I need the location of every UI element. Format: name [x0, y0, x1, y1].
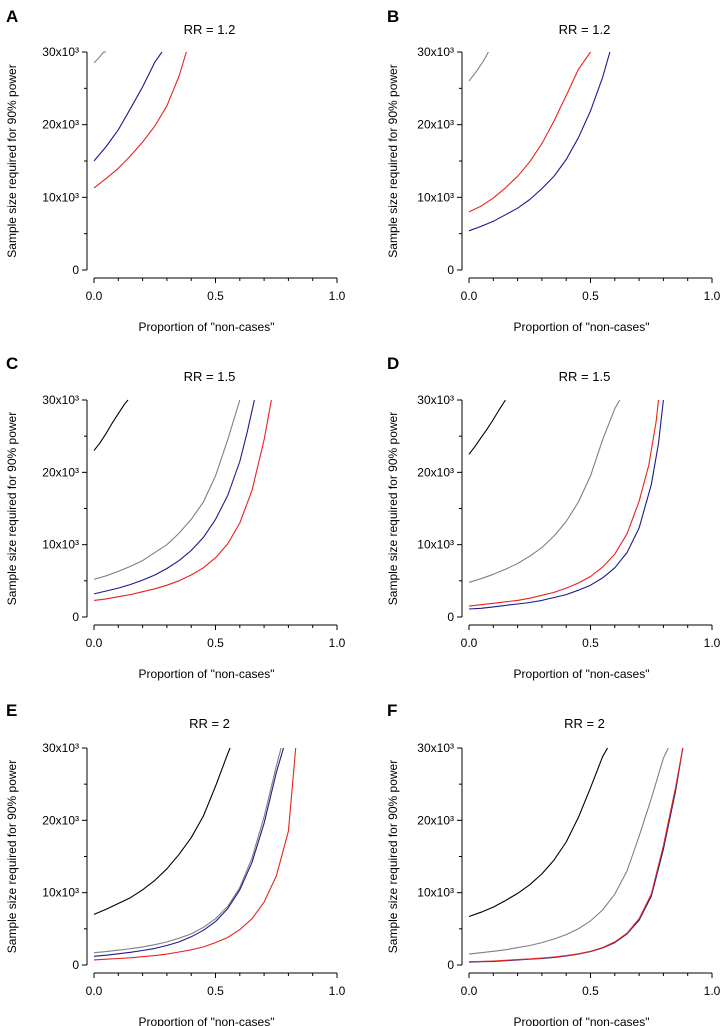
x-tick-label: 0.0 — [461, 984, 478, 998]
panel-title: RR = 1.5 — [559, 369, 611, 384]
series-line-black — [93, 399, 129, 451]
panel-letter: C — [6, 354, 18, 373]
series-line-black — [468, 747, 608, 918]
series-line-black — [468, 399, 506, 455]
panel-f: F RR = 2 0 10x10³ 20x10³ 30x10³ 0.0 0.5 1.0 Propo… — [386, 701, 721, 1026]
series-line-black — [93, 747, 231, 915]
series-line-blue — [468, 399, 664, 610]
x-tick-label: 0.5 — [207, 984, 224, 998]
panel-d: D RR = 1.5 0 10x10³ 20x10³ 30x10³ 0.0 0.5 1.0 Pro… — [386, 354, 721, 681]
x-tick-label: 0.5 — [207, 636, 224, 650]
series-line-grey — [93, 747, 282, 954]
series-line-grey — [93, 399, 241, 580]
x-axis-label: Proportion of "non-cases" — [514, 667, 650, 681]
y-tick-label: 0 — [447, 610, 454, 624]
y-tick-label: 10x10³ — [42, 886, 79, 900]
series-line-grey — [468, 747, 669, 955]
x-axis-label: Proportion of "non-cases" — [514, 320, 650, 334]
y-tick-label: 10x10³ — [417, 190, 454, 204]
panel-letter: B — [387, 7, 399, 26]
y-tick-label: 20x10³ — [42, 813, 79, 827]
y-tick-label: 0 — [72, 958, 79, 972]
series-line-red — [468, 51, 591, 213]
series-line-red — [468, 747, 684, 963]
series-line-red — [93, 399, 272, 601]
y-tick-label: 20x10³ — [417, 465, 454, 479]
y-tick-label: 0 — [72, 610, 79, 624]
panel-e: E RR = 2 0 10x10³ 20x10³ 30x10³ 0.0 0.5 1.0 Propo… — [5, 701, 346, 1026]
series-line-red — [93, 747, 297, 961]
series-line-blue — [468, 51, 611, 232]
panel-title: RR = 2 — [189, 716, 230, 731]
y-axis-label: Sample size required for 90% power — [386, 760, 400, 953]
x-tick-label: 1.0 — [704, 636, 721, 650]
y-tick-label: 0 — [447, 958, 454, 972]
x-tick-label: 0.0 — [86, 289, 103, 303]
y-tick-label: 30x10³ — [417, 393, 454, 407]
x-tick-label: 0.0 — [461, 636, 478, 650]
x-axis-label: Proportion of "non-cases" — [139, 667, 275, 681]
y-tick-label: 0 — [447, 263, 454, 277]
x-tick-label: 1.0 — [329, 984, 346, 998]
x-tick-label: 1.0 — [329, 636, 346, 650]
x-tick-label: 0.5 — [582, 984, 599, 998]
x-tick-label: 0.0 — [461, 289, 478, 303]
x-tick-label: 0.5 — [582, 636, 599, 650]
x-axis-label: Proportion of "non-cases" — [514, 1015, 650, 1026]
series-line-red — [468, 399, 660, 607]
y-axis-label: Sample size required for 90% power — [5, 760, 19, 953]
panel-title: RR = 1.5 — [184, 369, 236, 384]
panel-letter: D — [387, 354, 399, 373]
y-axis-label: Sample size required for 90% power — [386, 412, 400, 605]
series-line-grey — [93, 51, 107, 64]
series-line-grey — [468, 51, 489, 82]
panel-title: RR = 1.2 — [184, 22, 236, 37]
series-line-blue — [93, 51, 163, 162]
panel-letter: A — [6, 7, 18, 26]
y-tick-label: 30x10³ — [42, 45, 79, 59]
y-tick-label: 30x10³ — [417, 45, 454, 59]
y-tick-label: 20x10³ — [417, 118, 454, 132]
y-tick-label: 0 — [72, 263, 79, 277]
y-tick-label: 10x10³ — [417, 886, 454, 900]
panel-letter: F — [387, 701, 397, 720]
x-tick-label: 0.0 — [86, 636, 103, 650]
y-tick-label: 30x10³ — [42, 393, 79, 407]
y-axis-label: Sample size required for 90% power — [386, 64, 400, 257]
y-tick-label: 30x10³ — [42, 741, 79, 755]
panel-c: C RR = 1.5 0 10x10³ 20x10³ 30x10³ 0.0 0.5 1.0 Pro… — [5, 354, 346, 681]
series-line-grey — [468, 399, 621, 583]
x-tick-label: 0.5 — [582, 289, 599, 303]
y-axis-label: Sample size required for 90% power — [5, 64, 19, 257]
x-tick-label: 1.0 — [704, 289, 721, 303]
panel-a: A RR = 1.2 0 10x10³ 20x10³ 30x10³ 0.0 0.5 1.0 Pro… — [5, 7, 346, 334]
y-tick-label: 20x10³ — [417, 813, 454, 827]
x-tick-label: 0.0 — [86, 984, 103, 998]
y-tick-label: 20x10³ — [42, 118, 79, 132]
x-tick-label: 0.5 — [207, 289, 224, 303]
x-axis-label: Proportion of "non-cases" — [139, 1015, 275, 1026]
x-axis-label: Proportion of "non-cases" — [139, 320, 275, 334]
x-tick-label: 1.0 — [704, 984, 721, 998]
y-tick-label: 10x10³ — [42, 190, 79, 204]
panel-letter: E — [6, 701, 17, 720]
y-tick-label: 20x10³ — [42, 465, 79, 479]
series-line-blue — [93, 747, 285, 957]
y-tick-label: 30x10³ — [417, 741, 454, 755]
series-line-blue — [93, 399, 255, 595]
panel-title: RR = 1.2 — [559, 22, 611, 37]
y-tick-label: 10x10³ — [42, 538, 79, 552]
y-axis-label: Sample size required for 90% power — [5, 412, 19, 605]
panel-b: B RR = 1.2 0 10x10³ 20x10³ 30x10³ 0.0 0.5 1.0 Pro… — [386, 7, 721, 334]
panel-title: RR = 2 — [564, 716, 605, 731]
x-tick-label: 1.0 — [329, 289, 346, 303]
series-line-red — [93, 51, 187, 189]
y-tick-label: 10x10³ — [417, 538, 454, 552]
